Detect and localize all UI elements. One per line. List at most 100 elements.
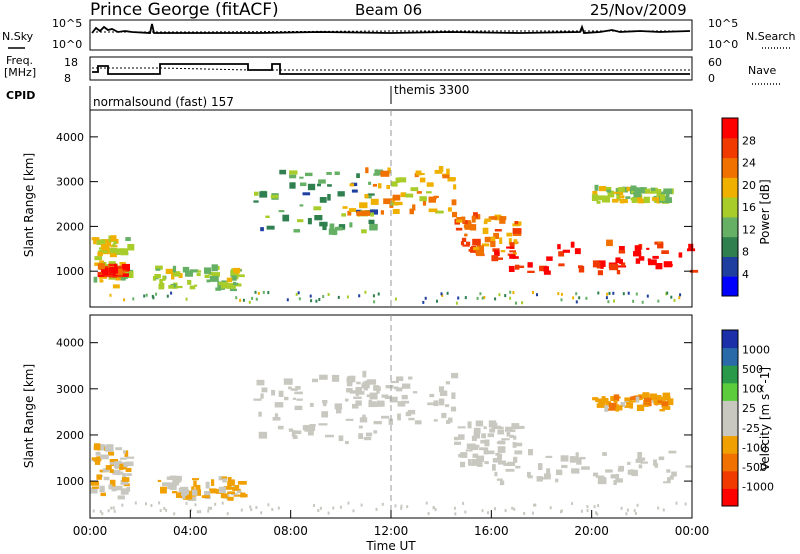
data-cell (472, 238, 481, 246)
colorbar-frame (721, 117, 739, 297)
ground-scatter-cell (248, 300, 251, 304)
data-cell (422, 200, 427, 206)
data-cell (365, 167, 369, 174)
data-cell (266, 225, 275, 230)
ground-scatter-cell (145, 293, 148, 297)
power-ylabel: Slant Range [km] (22, 153, 36, 257)
data-cell (428, 208, 438, 213)
data-cell (160, 486, 167, 494)
ground-scatter-cell (679, 293, 682, 297)
ground-scatter-cell (487, 511, 489, 515)
ground-scatter-cell (586, 505, 589, 509)
data-cell (647, 258, 651, 262)
ground-scatter-cell (372, 294, 375, 298)
y-tick-label: 1000 (56, 475, 84, 488)
ground-scatter-cell (646, 294, 649, 298)
data-cell (445, 404, 450, 408)
ground-scatter-cell (504, 294, 507, 298)
data-cell (610, 474, 617, 479)
data-cell (661, 250, 669, 254)
data-cell (112, 284, 120, 289)
ground-scatter-cell (375, 507, 378, 511)
ground-scatter-cell (476, 296, 479, 300)
data-cell (345, 398, 349, 402)
data-cell (373, 173, 380, 176)
data-cell (630, 185, 637, 191)
data-cell (624, 399, 631, 403)
data-cell (410, 187, 419, 192)
ground-scatter-cell (254, 290, 257, 294)
data-cell (527, 262, 533, 268)
data-cell (598, 400, 605, 408)
velocity-colorbar: Velocity [m s^-1] 1000 500 100 25 -25 -100 -50… (721, 329, 774, 507)
data-cell (662, 406, 671, 410)
data-cell (455, 227, 463, 231)
colorbar-swatch (722, 453, 738, 472)
data-cell (115, 447, 123, 451)
data-cell (624, 397, 632, 402)
noise-right-tick-bottom: 10^0 (708, 38, 738, 51)
data-cell (507, 461, 516, 466)
cpid-program-2: themis 3300 (394, 83, 469, 97)
data-cell (166, 476, 171, 480)
colorbar-swatch (722, 118, 738, 139)
data-cell (392, 209, 400, 214)
data-cell (218, 476, 222, 481)
data-cell (365, 381, 370, 389)
data-cell (635, 258, 641, 264)
colorbar-tick-label: 8 (742, 246, 749, 259)
data-cell (209, 276, 219, 282)
ground-scatter-cell (585, 296, 588, 300)
data-cell (176, 285, 183, 289)
data-cell (260, 227, 264, 232)
ground-scatter-cell (462, 501, 465, 505)
data-cell (167, 482, 176, 490)
ground-scatter-cell (99, 510, 102, 513)
data-cell (401, 394, 408, 400)
ground-scatter-cell (318, 298, 321, 301)
data-cell (576, 457, 582, 465)
data-cell (126, 456, 135, 459)
data-cell (498, 460, 507, 465)
data-cell (409, 208, 414, 215)
data-cell (394, 201, 403, 206)
cpid-label: CPID (6, 89, 35, 102)
freq-tick-top: 18 (64, 56, 78, 69)
data-cell (347, 210, 352, 216)
data-cell (629, 400, 638, 403)
data-cell (278, 210, 285, 213)
data-cell (288, 428, 294, 432)
ground-scatter-cell (101, 512, 104, 516)
data-cell (125, 461, 134, 467)
data-cell (447, 177, 456, 182)
ground-scatter-cell (580, 509, 583, 513)
colorbar-swatch (722, 197, 738, 218)
ground-scatter-cell (666, 291, 669, 295)
data-cell (283, 378, 293, 385)
data-cell (593, 472, 599, 477)
data-cell (453, 436, 459, 441)
data-cell (375, 386, 381, 391)
ground-scatter-cell (627, 291, 630, 295)
data-cell (319, 221, 328, 227)
data-cell (506, 232, 512, 237)
data-cell (93, 239, 97, 245)
data-cell (113, 241, 117, 245)
data-cell (397, 401, 406, 407)
data-cell (495, 426, 504, 430)
data-cell (427, 402, 434, 406)
ground-scatter-cell (453, 506, 456, 510)
data-cell (165, 268, 174, 274)
data-cell (626, 401, 631, 406)
velocity-yticks: 1000 2000 3000 4000 (56, 337, 692, 488)
data-cell (452, 211, 458, 218)
data-cell (292, 435, 298, 439)
data-cell (657, 189, 662, 194)
data-cell (218, 486, 227, 494)
data-cell (601, 195, 611, 203)
ground-scatter-cell (113, 509, 116, 513)
ground-scatter-cell (504, 509, 507, 513)
data-cell (434, 169, 443, 174)
ground-scatter-cell (337, 295, 340, 299)
data-cell (467, 222, 472, 225)
